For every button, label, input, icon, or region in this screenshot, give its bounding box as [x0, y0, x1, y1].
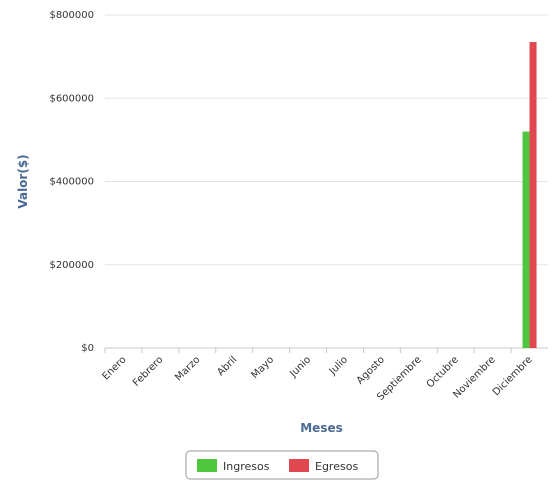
- legend-swatch-ingresos[interactable]: [197, 459, 217, 472]
- x-tick-label: Febrero: [131, 354, 165, 388]
- y-tick-label: $0: [81, 343, 94, 354]
- x-axis-title: Meses: [300, 421, 343, 435]
- grid-lines: [105, 14, 548, 349]
- y-tick-label: $200000: [49, 260, 94, 271]
- x-tick-label: Abril: [215, 354, 239, 378]
- x-tick-label: Mayo: [250, 354, 277, 381]
- x-tick-label: Diciembre: [491, 354, 535, 398]
- y-axis-ticks: $0 $200000 $400000 $600000 $800000: [49, 10, 94, 354]
- x-tick-label: Agosto: [355, 354, 387, 386]
- bar-egresos-diciembre[interactable]: [529, 42, 537, 349]
- x-tick-label: Marzo: [173, 354, 202, 383]
- bars: [522, 42, 537, 349]
- legend[interactable]: Ingresos Egresos: [185, 450, 379, 480]
- y-tick-label: $800000: [49, 10, 94, 21]
- y-axis-title: Valor($): [16, 154, 30, 208]
- bar-ingresos-diciembre[interactable]: [522, 131, 530, 348]
- x-tick-label: Junio: [287, 354, 313, 380]
- legend-label-ingresos[interactable]: Ingresos: [223, 460, 270, 473]
- x-tick-label: Enero: [100, 354, 128, 382]
- y-tick-label: $400000: [49, 177, 94, 188]
- x-axis-ticks: Enero Febrero Marzo Abril Mayo Junio Julio Agos…: [100, 348, 535, 403]
- legend-swatch-egresos[interactable]: [289, 459, 309, 472]
- y-tick-label: $600000: [49, 93, 94, 104]
- x-tick-label: Octubre: [425, 354, 461, 390]
- legend-label-egresos[interactable]: Egresos: [315, 460, 358, 473]
- x-tick-label: Julio: [327, 354, 350, 377]
- legend-frame: [185, 450, 379, 480]
